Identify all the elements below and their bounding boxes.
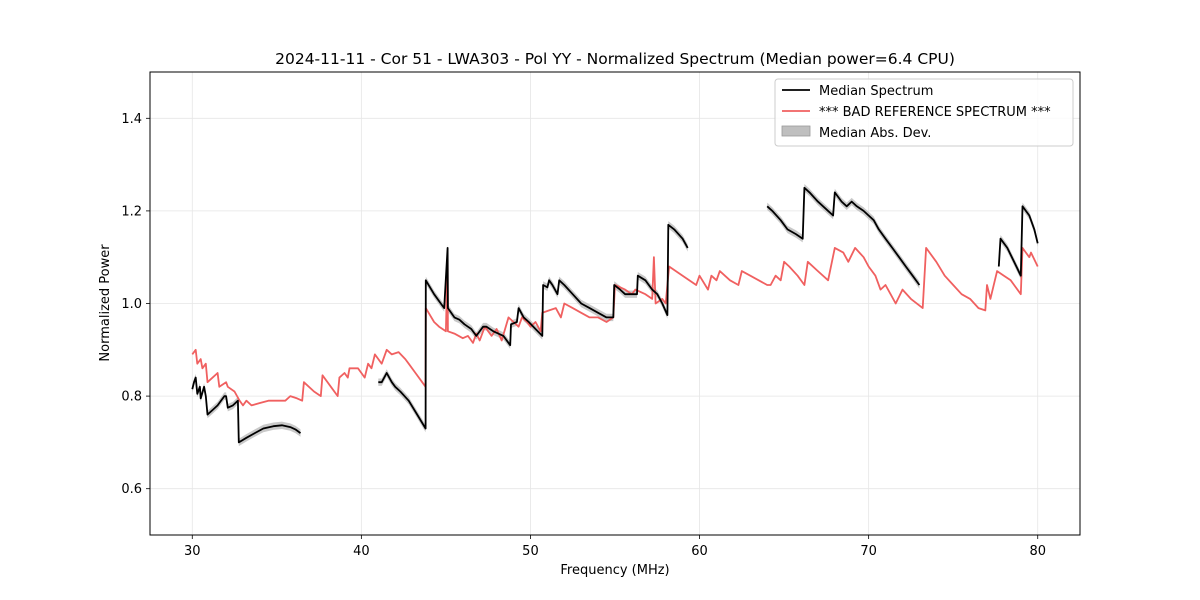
chart-title: 2024-11-11 - Cor 51 - LWA303 - Pol YY - … <box>275 50 955 68</box>
y-tick-label: 0.6 <box>121 482 142 497</box>
x-axis-ticks: 30 40 50 60 70 80 <box>184 535 1046 559</box>
median-series <box>191 186 1039 444</box>
y-tick-label: 1.0 <box>121 297 142 312</box>
x-tick-label: 80 <box>1029 544 1046 559</box>
reference-spectrum-line <box>191 246 1039 407</box>
x-tick-label: 40 <box>353 544 370 559</box>
x-tick-label: 50 <box>522 544 539 559</box>
median-spectrum-line <box>766 186 921 286</box>
legend-box <box>774 78 1074 147</box>
y-axis-label: Normalized Power <box>98 244 113 362</box>
legend: Median Spectrum *** BAD REFERENCE SPECTR… <box>774 78 1074 147</box>
reference-series <box>191 246 1039 407</box>
x-tick-label: 30 <box>184 544 201 559</box>
legend-label-mad: Median Abs. Dev. <box>819 126 931 141</box>
legend-swatch-mad <box>781 125 811 137</box>
legend-label-reference: *** BAD REFERENCE SPECTRUM *** <box>819 105 1051 120</box>
y-tick-label: 1.4 <box>121 112 142 127</box>
median-spectrum-line <box>191 376 302 444</box>
x-tick-label: 60 <box>691 544 708 559</box>
y-tick-label: 0.8 <box>121 390 142 405</box>
x-axis-label: Frequency (MHz) <box>560 563 669 578</box>
median-spectrum-line <box>997 205 1039 277</box>
mad-band-segment <box>192 373 301 447</box>
legend-label-median: Median Spectrum <box>819 84 933 99</box>
y-tick-label: 1.2 <box>121 204 142 219</box>
x-tick-label: 70 <box>860 544 877 559</box>
median-spectrum-line <box>378 223 689 430</box>
y-axis-ticks: 0.6 0.8 1.0 1.2 1.4 <box>121 112 150 497</box>
